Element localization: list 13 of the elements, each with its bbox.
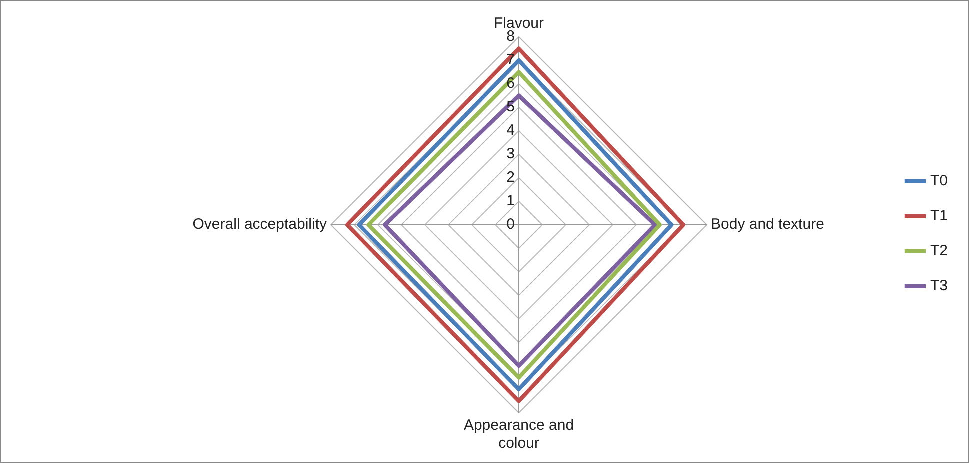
- spoke-label: Body and texture: [711, 216, 824, 234]
- y-tick-label: 1: [506, 192, 515, 210]
- spoke-label: Overall acceptability: [192, 216, 328, 234]
- y-tick-label: 3: [506, 146, 515, 163]
- y-tick-label: 2: [506, 169, 515, 186]
- legend-label: T3: [930, 278, 948, 295]
- y-tick-label: 8: [506, 28, 515, 46]
- legend-label: T0: [930, 172, 948, 190]
- legend-label: T1: [930, 208, 948, 225]
- y-tick-label: 0: [506, 216, 515, 234]
- spoke-label: Appearance and colour: [464, 417, 574, 452]
- legend-label: T2: [930, 242, 948, 260]
- y-tick-label: 4: [506, 122, 515, 140]
